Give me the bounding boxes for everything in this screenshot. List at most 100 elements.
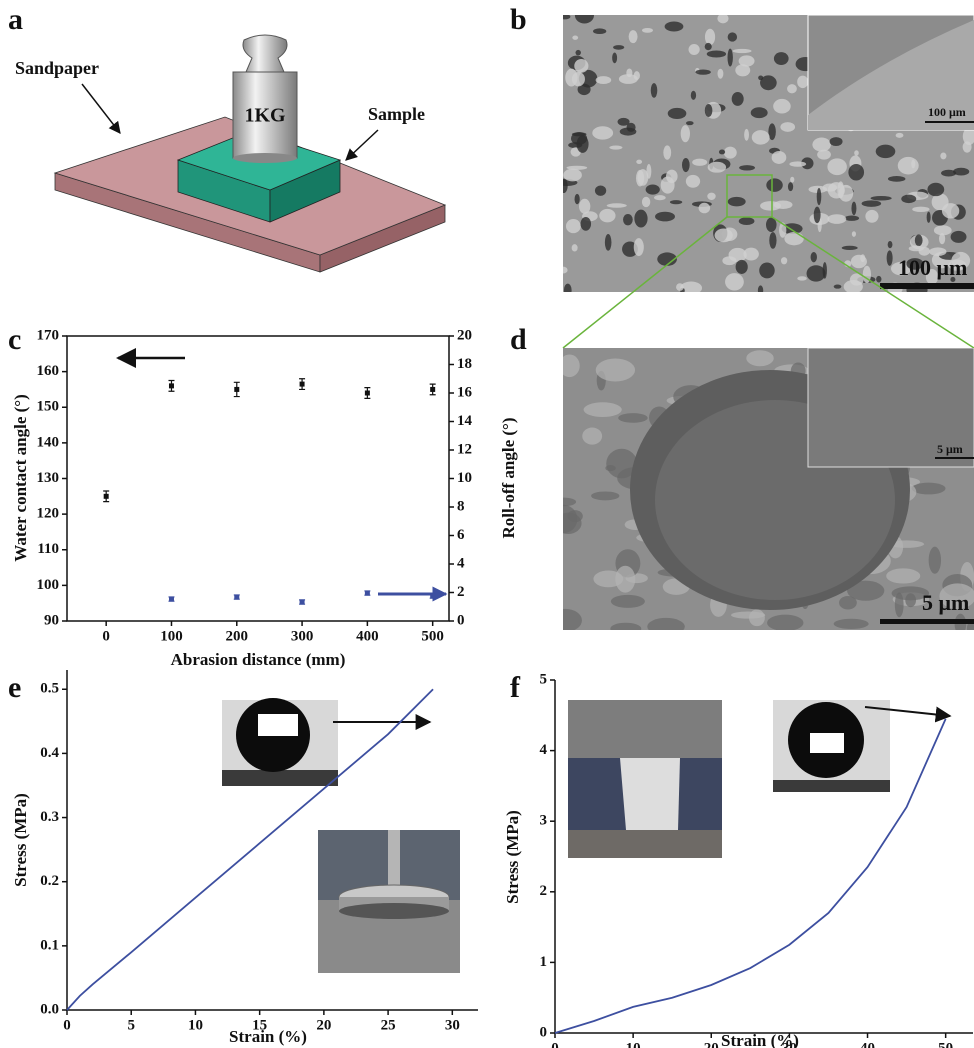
pore <box>896 133 904 138</box>
pore <box>774 52 789 65</box>
pore <box>607 203 627 208</box>
pore <box>851 255 867 269</box>
pore <box>739 217 755 225</box>
diagram-label: Sandpaper <box>15 58 99 78</box>
y-tick-label: 4 <box>540 742 548 758</box>
y2-tick-label: 6 <box>457 527 465 543</box>
pore <box>927 183 944 196</box>
x-tick-label: 40 <box>860 1040 875 1048</box>
pore <box>572 72 585 86</box>
x-tick-label: 200 <box>226 628 249 644</box>
y-tick-label: 140 <box>37 434 60 450</box>
pore <box>572 132 587 136</box>
data-point <box>234 595 239 600</box>
grain <box>610 623 641 635</box>
y-tick-label: 170 <box>37 327 60 343</box>
data-point <box>234 387 239 392</box>
x-tick-label: 30 <box>445 1017 460 1033</box>
data-point <box>430 594 435 599</box>
pore <box>605 234 612 251</box>
pore <box>736 260 748 274</box>
data-point <box>169 383 174 388</box>
pore <box>876 145 896 159</box>
y-tick-label: 0.0 <box>40 1001 59 1017</box>
pore <box>705 43 712 50</box>
pore <box>759 263 774 279</box>
data-point <box>430 387 435 392</box>
pore <box>681 125 690 142</box>
pore <box>634 210 647 228</box>
pore <box>577 135 589 153</box>
grain <box>596 358 635 381</box>
pore <box>735 64 750 76</box>
scale-label: 100 μm <box>928 105 966 119</box>
grain <box>615 566 635 593</box>
pore <box>719 149 725 154</box>
pore <box>888 241 893 248</box>
photo-sample <box>620 758 680 830</box>
pore <box>575 194 580 204</box>
y-tick-label: 150 <box>37 399 60 415</box>
pore <box>751 107 768 118</box>
pore <box>940 152 946 159</box>
pore <box>651 83 658 98</box>
grain <box>912 483 946 495</box>
pore <box>599 209 615 223</box>
y2-tick-label: 18 <box>457 356 472 372</box>
pore <box>689 44 700 55</box>
x-tick-label: 0 <box>63 1017 71 1033</box>
grain <box>549 609 582 632</box>
pore <box>595 185 606 195</box>
pore <box>592 126 613 139</box>
pore <box>784 232 803 245</box>
pore <box>728 197 746 207</box>
pore <box>822 184 837 192</box>
pore <box>901 195 916 203</box>
y-tick-label: 0 <box>540 1024 548 1040</box>
pore <box>760 75 777 90</box>
pore <box>817 188 822 205</box>
data-point <box>300 382 305 387</box>
pore <box>848 164 864 181</box>
pore <box>708 162 726 173</box>
x-tick-label: 400 <box>356 628 379 644</box>
pore <box>951 231 967 243</box>
x-tick-label: 10 <box>188 1017 203 1033</box>
compression-photo <box>318 830 460 973</box>
pore <box>842 246 858 250</box>
panel-label: f <box>510 671 521 704</box>
pore <box>752 130 770 144</box>
pore <box>774 201 793 209</box>
pore <box>807 265 826 281</box>
pore <box>574 59 588 73</box>
pore <box>854 150 859 156</box>
x-tick-label: 50 <box>938 1040 953 1048</box>
x-tick-label: 0 <box>551 1040 559 1048</box>
pore <box>837 181 844 198</box>
pore <box>646 184 660 194</box>
pore <box>732 92 744 106</box>
y-axis-title: Stress (MPa) <box>11 793 30 887</box>
pore <box>642 28 653 33</box>
pore <box>852 231 856 237</box>
grain <box>559 354 579 377</box>
droplet-photo <box>222 698 338 786</box>
pore <box>563 169 582 182</box>
pore <box>942 203 959 218</box>
pointer <box>82 84 120 133</box>
data-point <box>169 597 174 602</box>
pore <box>572 244 578 251</box>
x-tick-label: 100 <box>160 628 183 644</box>
pore <box>739 165 755 170</box>
y2-tick-label: 0 <box>457 612 465 628</box>
pore <box>609 145 622 149</box>
pore <box>934 225 952 235</box>
pore <box>642 197 650 207</box>
y-tick-label: 2 <box>540 883 548 899</box>
diagram-label: Sample <box>368 104 425 124</box>
photo-substrate <box>773 780 890 792</box>
weight-knob <box>243 35 287 72</box>
grain <box>584 402 622 417</box>
y2-axis-title: Roll-off angle (°) <box>499 417 518 538</box>
photo-substrate <box>222 770 338 786</box>
